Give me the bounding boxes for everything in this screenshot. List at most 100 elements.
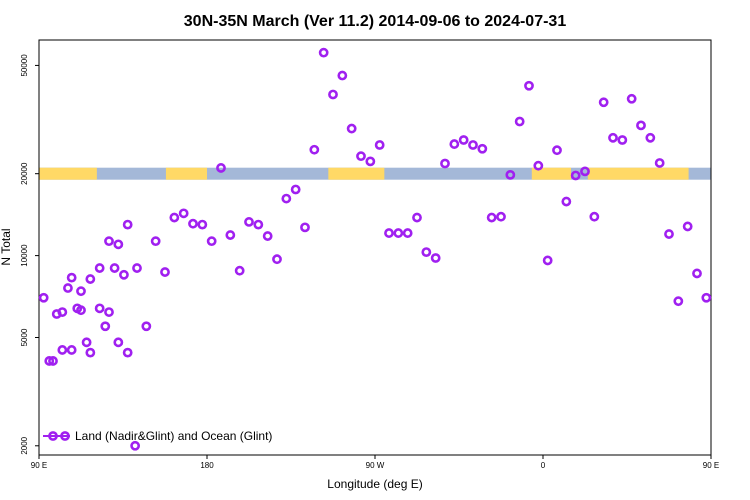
data-point [570,170,581,181]
data-point [150,236,161,247]
data-point [402,228,413,238]
data-point [178,208,189,219]
legend-label: Land (Nadir&Glint) and Ocean (Glint) [75,429,272,443]
data-point [94,303,105,314]
data-point [100,321,111,332]
data-point [477,143,488,154]
data-point [94,263,105,273]
data-point [48,356,58,366]
land-segment [531,167,571,180]
data-point [365,156,376,167]
data-point [234,265,245,276]
data-point [598,97,609,108]
land-segment [165,167,207,180]
data-point [76,305,86,316]
data-point [132,263,142,273]
data-point [188,218,198,229]
x-tick-label: 90 W [366,461,385,470]
data-point [608,132,618,143]
data-point [440,158,450,169]
data-point [262,231,273,241]
data-point [645,132,656,143]
y-tick-label: 5000 [20,328,29,346]
legend-marker [60,431,70,441]
data-point [561,196,572,207]
data-point [673,296,684,307]
data-point [384,228,394,238]
data-point [253,219,264,230]
data-point [309,144,320,155]
data-point [328,89,338,100]
data-point [542,255,553,266]
data-point [664,229,674,239]
data-point [682,221,693,232]
data-point [130,440,141,451]
data-point [206,236,217,247]
data-point [66,345,77,355]
y-tick-label: 10000 [20,244,29,267]
data-point [552,145,562,156]
data-point [38,292,49,303]
x-tick-label: 90 E [703,461,719,470]
data-point [122,347,133,358]
data-point [44,356,55,366]
data-point [66,272,77,283]
data-point [57,345,68,355]
data-point [654,158,665,168]
y-tick-label: 20000 [20,162,29,185]
surface-band [39,167,711,180]
data-point [281,193,292,204]
plot-frame [38,39,712,456]
data-point [81,337,92,348]
data-point [109,263,120,273]
data-point [300,222,310,233]
data-point [290,184,301,195]
chart-title: 30N-35N March (Ver 11.2) 2014-09-06 to 2… [184,13,567,30]
data-point [141,321,152,332]
data-point [225,230,236,240]
y-tick-label: 50000 [20,54,29,77]
data-point [160,267,170,277]
data-point [113,239,124,250]
y-tick-label: 2000 [20,436,29,454]
data-point [617,135,628,145]
data-point [76,286,86,297]
land-segment [39,167,97,180]
data-point [119,269,129,280]
data-point [85,347,96,358]
x-axis: 90 E 180 90 W 0 90 E [31,455,719,470]
data-point [169,212,180,223]
data-point [393,228,404,238]
data-point [113,337,124,348]
data-point [701,292,712,303]
legend: Land (Nadir&Glint) and Ocean (Glint) [43,429,272,443]
data-point [63,283,73,293]
data-point [346,123,357,134]
data-point [449,139,460,149]
data-point [533,160,544,171]
data-point [85,274,96,284]
x-tick-label: 180 [200,461,214,470]
data-point [216,163,226,173]
x-tick-label: 90 E [31,461,47,470]
data-point [104,236,114,247]
data-points [38,47,712,451]
data-point [589,211,600,222]
data-point [486,212,497,223]
y-axis: 2000 5000 10000 20000 50000 [20,54,39,455]
land-segment [587,167,689,180]
data-point [412,212,422,223]
data-point [374,140,385,150]
data-point [580,166,590,177]
data-point [318,47,329,58]
data-point [272,254,282,265]
x-tick-label: 0 [541,461,546,470]
data-point [104,307,114,317]
data-point [514,116,525,127]
data-point [458,135,469,145]
data-point [122,219,133,230]
data-point [356,151,366,162]
legend-marker [48,431,58,441]
data-point [244,217,254,227]
data-point [524,80,534,91]
